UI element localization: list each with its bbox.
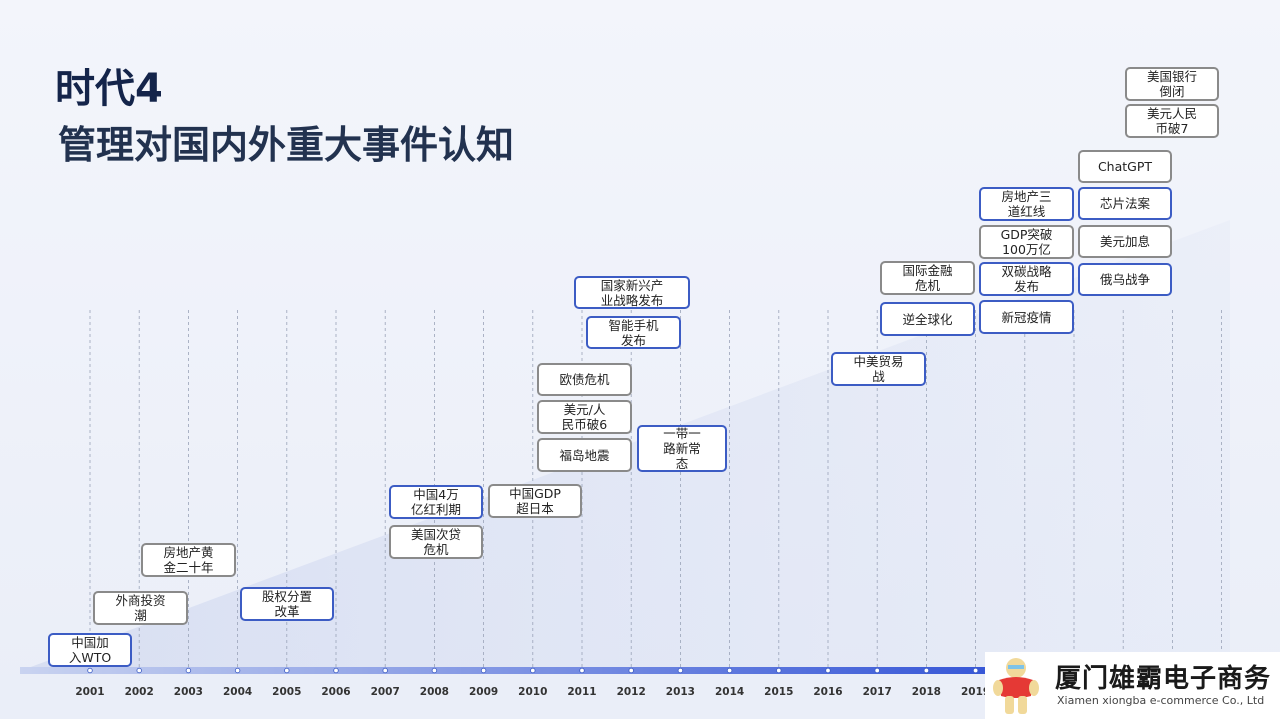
- year-label: 2009: [468, 686, 499, 698]
- year-marker: [284, 667, 290, 674]
- year-marker: [530, 667, 536, 674]
- year-markers: [87, 667, 979, 674]
- year-marker: [431, 667, 438, 674]
- year-label: 2004: [222, 686, 253, 698]
- event-box: 福岛地震: [537, 438, 632, 472]
- bear-mascot-icon: [993, 658, 1039, 714]
- event-box: 中国4万 亿红利期: [389, 485, 483, 519]
- year-label: 2001: [75, 686, 105, 698]
- year-marker: [923, 667, 930, 674]
- event-box: 外商投资 潮: [93, 591, 188, 625]
- year-label: 2005: [272, 686, 302, 698]
- year-label: 2003: [173, 686, 203, 698]
- year-label: 2019: [960, 686, 991, 698]
- year-label: 2017: [862, 686, 892, 698]
- year-marker: [185, 667, 192, 674]
- event-box: 美元/人 民币破6: [537, 400, 632, 434]
- event-box: 美元人民 币破7: [1125, 104, 1219, 138]
- year-marker: [333, 667, 339, 674]
- year-label: 2006: [321, 686, 351, 698]
- page-title: 时代4: [55, 66, 163, 112]
- year-label: 2007: [370, 686, 400, 698]
- company-name-cn: 厦门雄霸电子商务: [1055, 664, 1272, 694]
- event-box: 股权分置 改革: [240, 587, 334, 621]
- year-marker: [677, 667, 684, 674]
- year-marker: [579, 667, 585, 674]
- year-label: 2013: [665, 686, 695, 698]
- event-box: 美国次贷 危机: [389, 525, 483, 559]
- timeline-axis: [20, 667, 1030, 674]
- year-label: 2010: [518, 686, 548, 698]
- event-box: ChatGPT: [1078, 150, 1172, 183]
- event-box: 房地产黄 金二十年: [141, 543, 236, 577]
- event-box: 欧债危机: [537, 363, 632, 396]
- event-box: 双碳战略 发布: [979, 262, 1074, 296]
- year-marker: [874, 667, 880, 674]
- company-name-en: Xiamen xiongba e-commerce Co., Ltd: [1057, 694, 1265, 707]
- event-box: 芯片法案: [1078, 187, 1172, 220]
- event-box: GDP突破 100万亿: [979, 225, 1074, 259]
- year-marker: [726, 667, 733, 674]
- event-box: 房地产三 道红线: [979, 187, 1074, 221]
- page-subtitle: 管理对国内外重大事件认知: [58, 123, 515, 167]
- year-marker: [628, 667, 634, 674]
- event-box: 国际金融 危机: [880, 261, 975, 295]
- year-label: 2014: [714, 686, 745, 698]
- year-marker: [234, 667, 241, 674]
- year-marker: [480, 667, 487, 674]
- year-label: 2012: [616, 686, 646, 698]
- event-box: 美国银行 倒闭: [1125, 67, 1219, 101]
- year-marker: [972, 667, 979, 674]
- event-box: 美元加息: [1078, 225, 1172, 258]
- year-label: 2008: [419, 686, 449, 698]
- event-box: 国家新兴产 业战略发布: [574, 276, 690, 309]
- event-box: 新冠疫情: [979, 300, 1074, 334]
- year-marker: [87, 667, 93, 674]
- company-logo: 厦门雄霸电子商务 Xiamen xiongba e-commerce Co., …: [985, 652, 1280, 719]
- event-box: 中国加 入WTO: [48, 633, 132, 667]
- year-marker: [776, 667, 782, 674]
- year-label: 2011: [567, 686, 597, 698]
- year-label: 2002: [124, 686, 154, 698]
- event-box: 一带一 路新常 态: [637, 425, 727, 472]
- event-box: 智能手机 发布: [586, 316, 681, 349]
- event-box: 中美贸易 战: [831, 352, 926, 386]
- year-marker: [825, 667, 831, 674]
- event-box: 逆全球化: [880, 302, 975, 336]
- year-marker: [136, 667, 142, 674]
- year-label: 2015: [764, 686, 794, 698]
- event-box: 中国GDP 超日本: [488, 484, 582, 518]
- year-label: 2016: [813, 686, 843, 698]
- year-label: 2018: [911, 686, 941, 698]
- year-marker: [382, 667, 388, 674]
- event-box: 俄乌战争: [1078, 263, 1172, 296]
